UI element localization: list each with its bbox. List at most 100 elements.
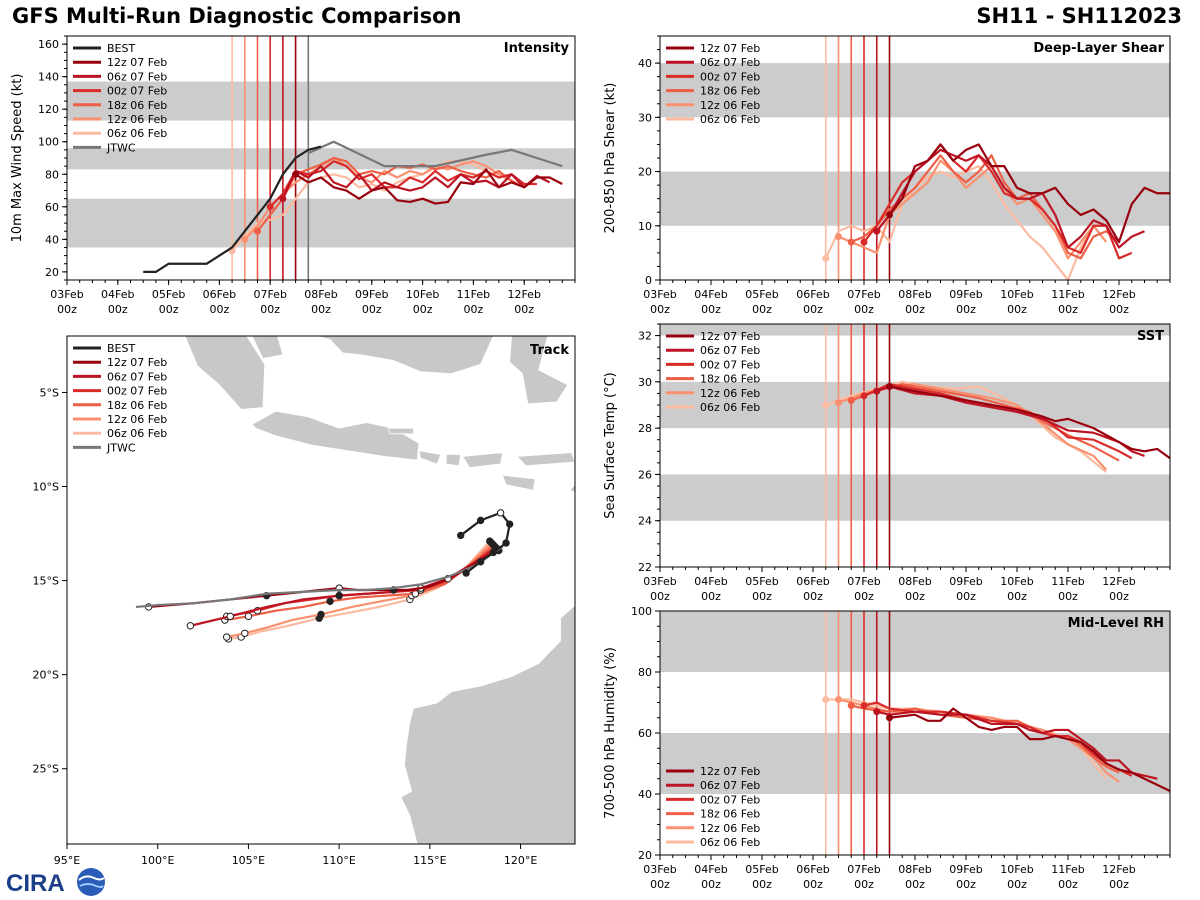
shear-xtick-hour: 00z [905, 303, 925, 316]
intensity-jtwc-line [307, 140, 563, 168]
sst-xtick-hour: 00z [905, 590, 925, 603]
sst-ylabel: Sea Surface Temp (°C) [603, 372, 618, 519]
rh-xtick-day: 04Feb [694, 863, 727, 876]
shear-series-12z-07-feb [888, 143, 1170, 244]
intensity-legend-label: 12z 06 Feb [107, 113, 167, 126]
intensity-legend-label: 06z 07 Feb [107, 70, 167, 83]
track-marker [222, 633, 231, 641]
track-marker [244, 612, 253, 621]
shear-xtick-hour: 00z [803, 303, 823, 316]
track-ytick-label: 20°S [33, 669, 59, 682]
rh-xtick-day: 07Feb [847, 863, 880, 876]
sst-xtick-day: 09Feb [949, 575, 982, 588]
track-legend-label: 06z 07 Feb [107, 370, 167, 383]
track-marker [335, 591, 343, 600]
sst-series-06z-06-feb [825, 380, 1107, 473]
lombok-island [445, 454, 462, 467]
sumbawa-island [461, 452, 503, 469]
rh-series-start-marker [822, 695, 830, 703]
intensity-legend-label: 06z 06 Feb [107, 127, 167, 140]
rh-series-06z-07-feb [876, 710, 1158, 780]
shear-series-start-marker [886, 211, 893, 219]
sst-legend-label: 06z 07 Feb [700, 344, 760, 357]
intensity-ytick-label: 120 [38, 103, 59, 116]
sst-xtick-day: 08Feb [898, 575, 931, 588]
track-legend-label: JTWC [106, 441, 136, 454]
intensity-ytick-label: 80 [45, 168, 59, 181]
shear-xtick-day: 09Feb [949, 288, 982, 301]
rh-series-start-marker [886, 714, 893, 722]
intensity-plot-area [67, 36, 575, 280]
intensity-xtick-day: 12Feb [507, 288, 540, 301]
rh-xtick-day: 08Feb [898, 863, 931, 876]
shear-xtick-hour: 00z [956, 303, 976, 316]
sst-xtick-hour: 00z [854, 590, 874, 603]
intensity-series-start-marker [266, 203, 274, 211]
sst-xtick-day: 04Feb [694, 575, 727, 588]
sst-ytick-label: 22 [638, 561, 652, 574]
sst-ytick-label: 32 [638, 330, 652, 343]
sst-xtick-day: 03Feb [643, 575, 676, 588]
intensity-xtick-hour: 00z [413, 303, 433, 316]
rh-ylabel: 700-500 hPa Humidity (%) [603, 647, 618, 819]
sst-series-start-marker [873, 387, 881, 395]
intensity-xtick-day: 10Feb [406, 288, 439, 301]
rh-series-start-marker [847, 702, 855, 710]
page-title: GFS Multi-Run Diagnostic Comparison [12, 4, 462, 28]
shear-xtick-day: 08Feb [898, 288, 931, 301]
sumba-island [501, 474, 536, 491]
intensity-xtick-day: 04Feb [101, 288, 134, 301]
intensity-ylabel: 10m Max Wind Speed (kt) [10, 74, 25, 243]
intensity-xtick-hour: 00z [108, 303, 128, 316]
rh-series-00z-07-feb [863, 701, 1133, 777]
track-marker [317, 610, 325, 619]
track-best-marker [496, 509, 505, 517]
track-marker [226, 612, 234, 621]
rh-title: Mid-Level RH [1068, 616, 1164, 631]
intensity-series-start-marker [292, 170, 300, 178]
intensity-xtick-hour: 00z [362, 303, 382, 316]
sst-panel: 22 24 26 28 30 32 03Feb 00z 04Feb 00z 05Feb 00z 06Fe… [603, 323, 1171, 603]
cira-logo: CIRA [6, 868, 105, 897]
sst-xtick-hour: 00z [956, 590, 976, 603]
intensity-legend-label: 18z 06 Feb [107, 99, 167, 112]
track-xtick-label: 115°E [413, 854, 446, 867]
rh-xtick-hour: 00z [650, 878, 670, 891]
sst-ytick-label: 30 [638, 376, 652, 389]
rh-panel: 20 40 60 80 100 03Feb 00z 04Feb 00z 05Feb 00z 06Feb… [603, 605, 1171, 891]
shear-ytick-label: 10 [638, 220, 652, 233]
shear-xtick-hour: 00z [701, 303, 721, 316]
sst-xtick-day: 12Feb [1102, 575, 1135, 588]
track-legend-label: 00z 07 Feb [107, 385, 167, 398]
intensity-xtick-day: 08Feb [304, 288, 337, 301]
sst-ytick-label: 24 [638, 515, 652, 528]
sst-xtick-day: 11Feb [1051, 575, 1084, 588]
intensity-xtick-hour: 00z [210, 303, 230, 316]
rh-series-start-marker [860, 702, 868, 710]
track-xtick-label: 100°E [141, 854, 174, 867]
track-best-marker [505, 520, 514, 528]
track-legend-label: 12z 07 Feb [107, 356, 167, 369]
intensity-xtick-day: 05Feb [152, 288, 185, 301]
sst-xtick-day: 06Feb [796, 575, 829, 588]
intensity-ytick-label: 140 [38, 71, 59, 84]
intensity-band [67, 198, 575, 248]
track-ytick-label: 15°S [33, 575, 59, 588]
shear-xtick-day: 03Feb [643, 288, 676, 301]
track-xtick-label: 120°E [504, 854, 537, 867]
shear-legend-label: 12z 07 Feb [700, 42, 760, 55]
shear-series-06z-07-feb [875, 148, 1145, 249]
shear-title: Deep-Layer Shear [1033, 41, 1164, 56]
flores-island [516, 452, 575, 467]
sst-legend-label: 12z 07 Feb [700, 330, 760, 343]
intensity-xtick-day: 11Feb [457, 288, 490, 301]
track-legend-label: BEST [107, 342, 135, 355]
rh-xtick-day: 05Feb [745, 863, 778, 876]
sst-legend-label: 12z 06 Feb [700, 387, 760, 400]
sumatra-landmass [184, 336, 266, 410]
shear-ylabel: 200-850 hPa Shear (kt) [603, 83, 618, 234]
sst-xtick-hour: 00z [1109, 590, 1129, 603]
track-plot-area [135, 336, 575, 844]
sst-ytick-label: 26 [638, 468, 652, 481]
